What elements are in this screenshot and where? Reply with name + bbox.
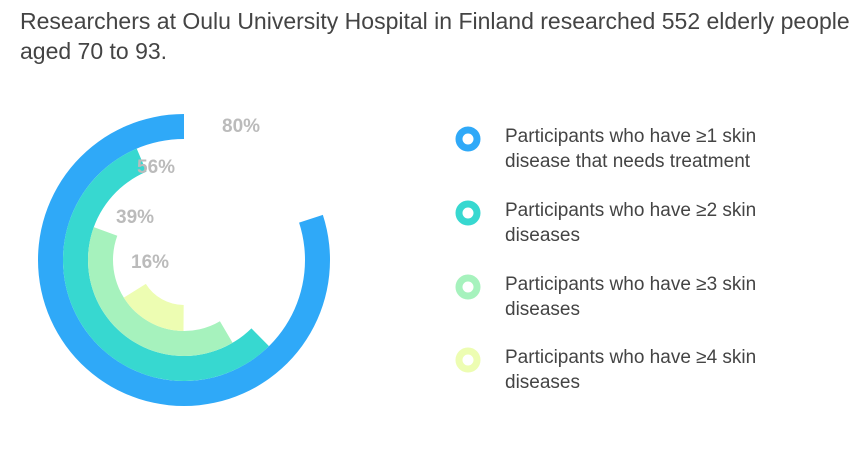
legend-label: Participants who have ≥3 skin diseases [505, 274, 757, 320]
value-label: 56% [137, 157, 175, 178]
legend-label: Participants who have ≥1 skin disease th… [505, 126, 757, 172]
value-label: 80% [222, 116, 260, 137]
legend-label: Participants who have ≥2 skin diseases [505, 200, 757, 246]
legend-marker [455, 200, 481, 226]
radial-bar [123, 283, 184, 331]
legend-marker [455, 347, 481, 373]
radial-bar [88, 227, 233, 356]
chart-title: Researchers at Oulu University Hospital … [20, 8, 850, 64]
value-label: 39% [116, 207, 154, 228]
legend-marker [455, 274, 481, 300]
value-label: 16% [131, 252, 169, 273]
legend-marker [455, 126, 481, 152]
legend-label: Participants who have ≥4 skin diseases [505, 347, 757, 393]
radial-bar [62, 148, 269, 382]
